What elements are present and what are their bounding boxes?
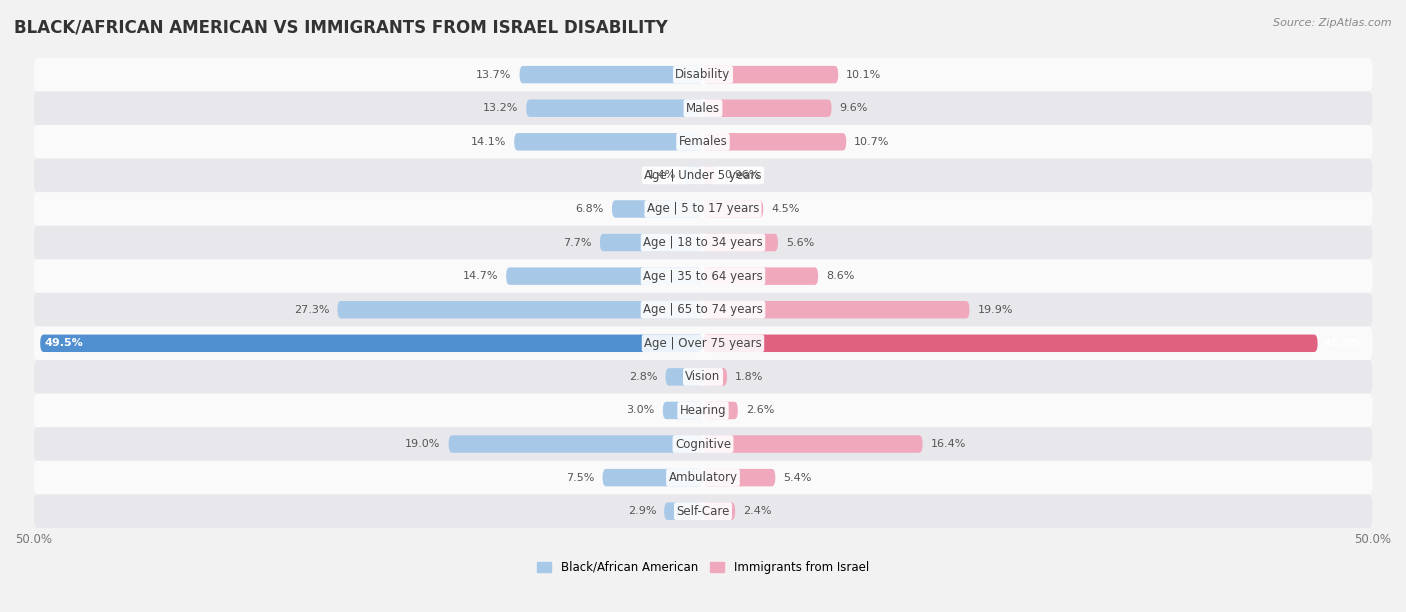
FancyBboxPatch shape xyxy=(34,125,1372,159)
Text: 49.5%: 49.5% xyxy=(44,338,83,348)
FancyBboxPatch shape xyxy=(600,234,703,252)
Text: 6.8%: 6.8% xyxy=(575,204,605,214)
Text: 8.6%: 8.6% xyxy=(827,271,855,281)
Text: 10.7%: 10.7% xyxy=(855,137,890,147)
Text: Age | 65 to 74 years: Age | 65 to 74 years xyxy=(643,303,763,316)
FancyBboxPatch shape xyxy=(703,166,716,184)
Text: 3.0%: 3.0% xyxy=(627,406,655,416)
Text: 5.4%: 5.4% xyxy=(783,472,811,483)
Text: Hearing: Hearing xyxy=(679,404,727,417)
FancyBboxPatch shape xyxy=(703,435,922,453)
Text: Ambulatory: Ambulatory xyxy=(668,471,738,484)
FancyBboxPatch shape xyxy=(685,166,703,184)
FancyBboxPatch shape xyxy=(34,461,1372,494)
FancyBboxPatch shape xyxy=(703,200,763,218)
FancyBboxPatch shape xyxy=(526,100,703,117)
FancyBboxPatch shape xyxy=(34,293,1372,326)
FancyBboxPatch shape xyxy=(703,267,818,285)
FancyBboxPatch shape xyxy=(703,368,727,386)
FancyBboxPatch shape xyxy=(34,226,1372,259)
Text: 7.5%: 7.5% xyxy=(567,472,595,483)
FancyBboxPatch shape xyxy=(34,360,1372,394)
FancyBboxPatch shape xyxy=(703,66,838,83)
Text: 10.1%: 10.1% xyxy=(846,70,882,80)
Text: Vision: Vision xyxy=(685,370,721,383)
Text: Males: Males xyxy=(686,102,720,114)
Text: Cognitive: Cognitive xyxy=(675,438,731,450)
Text: 13.2%: 13.2% xyxy=(482,103,519,113)
Text: 16.4%: 16.4% xyxy=(931,439,966,449)
Text: Age | Over 75 years: Age | Over 75 years xyxy=(644,337,762,350)
FancyBboxPatch shape xyxy=(703,234,778,252)
FancyBboxPatch shape xyxy=(34,259,1372,293)
FancyBboxPatch shape xyxy=(34,494,1372,528)
Text: Self-Care: Self-Care xyxy=(676,505,730,518)
FancyBboxPatch shape xyxy=(703,401,738,419)
FancyBboxPatch shape xyxy=(34,91,1372,125)
FancyBboxPatch shape xyxy=(34,326,1372,360)
FancyBboxPatch shape xyxy=(515,133,703,151)
Text: 4.5%: 4.5% xyxy=(772,204,800,214)
Text: 19.9%: 19.9% xyxy=(977,305,1012,315)
Text: Age | 35 to 64 years: Age | 35 to 64 years xyxy=(643,270,763,283)
Text: 1.8%: 1.8% xyxy=(735,372,763,382)
Text: 14.1%: 14.1% xyxy=(471,137,506,147)
Text: 5.6%: 5.6% xyxy=(786,237,814,247)
FancyBboxPatch shape xyxy=(612,200,703,218)
Text: Age | 5 to 17 years: Age | 5 to 17 years xyxy=(647,203,759,215)
Text: 14.7%: 14.7% xyxy=(463,271,498,281)
Text: 19.0%: 19.0% xyxy=(405,439,440,449)
Text: 1.4%: 1.4% xyxy=(648,170,676,181)
FancyBboxPatch shape xyxy=(703,301,970,318)
FancyBboxPatch shape xyxy=(449,435,703,453)
Text: Disability: Disability xyxy=(675,68,731,81)
Text: 45.9%: 45.9% xyxy=(1323,338,1362,348)
Text: Source: ZipAtlas.com: Source: ZipAtlas.com xyxy=(1274,18,1392,28)
FancyBboxPatch shape xyxy=(664,502,703,520)
Text: 0.96%: 0.96% xyxy=(724,170,759,181)
FancyBboxPatch shape xyxy=(34,394,1372,427)
Text: Age | 18 to 34 years: Age | 18 to 34 years xyxy=(643,236,763,249)
Text: Females: Females xyxy=(679,135,727,148)
FancyBboxPatch shape xyxy=(703,335,1317,352)
FancyBboxPatch shape xyxy=(520,66,703,83)
FancyBboxPatch shape xyxy=(603,469,703,487)
Text: 13.7%: 13.7% xyxy=(477,70,512,80)
FancyBboxPatch shape xyxy=(665,368,703,386)
Text: 7.7%: 7.7% xyxy=(564,237,592,247)
FancyBboxPatch shape xyxy=(34,427,1372,461)
FancyBboxPatch shape xyxy=(337,301,703,318)
Text: 2.6%: 2.6% xyxy=(745,406,775,416)
FancyBboxPatch shape xyxy=(34,58,1372,91)
Legend: Black/African American, Immigrants from Israel: Black/African American, Immigrants from … xyxy=(533,556,873,578)
Text: 9.6%: 9.6% xyxy=(839,103,868,113)
FancyBboxPatch shape xyxy=(703,100,831,117)
FancyBboxPatch shape xyxy=(34,192,1372,226)
FancyBboxPatch shape xyxy=(703,133,846,151)
Text: 2.9%: 2.9% xyxy=(627,506,657,516)
FancyBboxPatch shape xyxy=(662,401,703,419)
Text: 2.8%: 2.8% xyxy=(628,372,658,382)
FancyBboxPatch shape xyxy=(41,335,703,352)
FancyBboxPatch shape xyxy=(703,469,775,487)
Text: BLACK/AFRICAN AMERICAN VS IMMIGRANTS FROM ISRAEL DISABILITY: BLACK/AFRICAN AMERICAN VS IMMIGRANTS FRO… xyxy=(14,18,668,36)
FancyBboxPatch shape xyxy=(703,502,735,520)
Text: 27.3%: 27.3% xyxy=(294,305,329,315)
FancyBboxPatch shape xyxy=(506,267,703,285)
FancyBboxPatch shape xyxy=(34,159,1372,192)
Text: 2.4%: 2.4% xyxy=(744,506,772,516)
Text: Age | Under 5 years: Age | Under 5 years xyxy=(644,169,762,182)
